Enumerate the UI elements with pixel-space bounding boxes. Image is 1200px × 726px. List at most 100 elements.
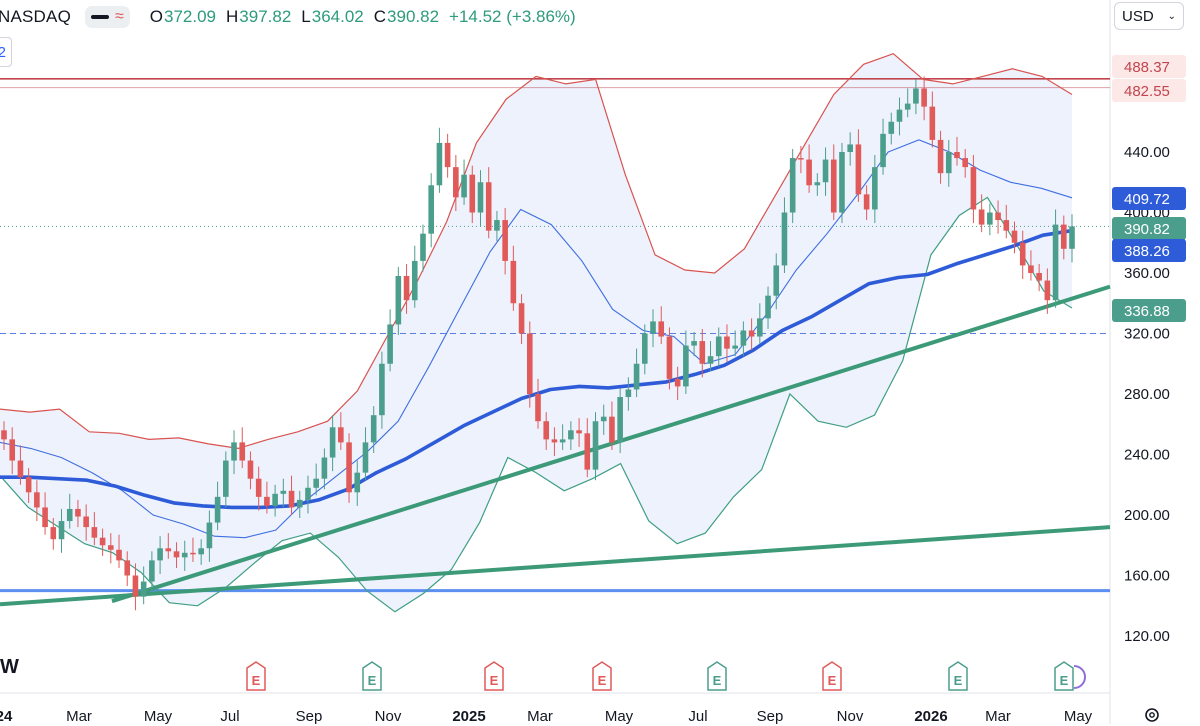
time-axis-tick: 24 [0, 708, 13, 724]
candle-body [921, 88, 927, 107]
price-label-text: 390.82 [1124, 221, 1170, 238]
candle [806, 144, 812, 193]
candle [1, 421, 7, 450]
candle-body [91, 527, 98, 538]
price-axis-tick: 200.00 [1124, 507, 1170, 524]
candle-body [1019, 242, 1026, 266]
candle-body [132, 575, 139, 597]
earnings-marker-label: E [1060, 673, 1069, 688]
candle [863, 185, 870, 221]
candle-body [313, 478, 319, 488]
candle-body [403, 276, 410, 301]
candle [658, 306, 665, 345]
symbol-label[interactable]: NASDAQ [0, 7, 71, 26]
candle [140, 566, 147, 605]
candle [428, 173, 434, 248]
candle-body [855, 144, 862, 195]
candle [91, 511, 98, 546]
candle-body [904, 103, 911, 110]
candle [165, 533, 172, 559]
candle [814, 173, 821, 196]
gear-icon[interactable] [1141, 704, 1163, 726]
chart-style-toggle[interactable]: ≈ [85, 6, 130, 28]
candle-body [165, 548, 172, 552]
candle [510, 245, 517, 311]
candle [568, 421, 574, 450]
earnings-marker: E [362, 661, 382, 691]
price-label-badge: 390.82 [1112, 217, 1186, 240]
candle [724, 324, 730, 363]
candle [444, 133, 451, 178]
candle [1011, 221, 1018, 254]
candle-body [346, 442, 352, 493]
candle [272, 484, 278, 517]
candle [313, 463, 319, 496]
candle-body [781, 212, 788, 266]
candle [625, 377, 632, 411]
candle [642, 324, 648, 375]
candle-body [149, 560, 155, 582]
candle [855, 129, 862, 202]
candle [362, 427, 369, 481]
candle-body [255, 478, 262, 497]
candle [748, 318, 755, 351]
candle [830, 144, 837, 221]
candle [116, 534, 122, 568]
candle-body [765, 295, 771, 319]
price-label-text: 388.26 [1124, 243, 1170, 260]
candle-body [929, 106, 936, 140]
candle-body [896, 109, 903, 122]
candle [403, 263, 410, 314]
candle-body [25, 477, 32, 493]
candle-body [995, 212, 1001, 221]
candle-body [379, 363, 385, 416]
change-value: +14.52 (+3.86%) [449, 7, 576, 26]
earnings-marker-shape [484, 661, 504, 691]
candle [683, 330, 689, 394]
upcoming-earnings-arc [1073, 665, 1086, 689]
candle-body [173, 551, 180, 558]
earnings-marker-label: E [954, 673, 963, 688]
candle-body [75, 508, 81, 517]
candle [576, 418, 582, 447]
earnings-marker: E [484, 661, 504, 691]
candle [880, 118, 886, 175]
candle [157, 536, 163, 574]
candle [954, 136, 960, 166]
candle [50, 518, 57, 550]
time-axis-tick: Nov [837, 708, 864, 724]
candle-body [494, 220, 500, 231]
candle-body [411, 260, 418, 301]
candle [329, 415, 336, 472]
currency-selector[interactable]: USD ⌄ [1114, 2, 1184, 30]
candle-body [354, 472, 361, 493]
earnings-marker-label: E [490, 673, 499, 688]
candle-body [198, 548, 204, 555]
candle-body [724, 336, 730, 349]
candle-body [453, 167, 459, 198]
candle-body [1, 430, 7, 440]
candle [987, 203, 993, 236]
indicator-tab[interactable]: 2 [0, 37, 12, 67]
candle [239, 427, 246, 469]
indicator-tab-label: 2 [0, 43, 6, 61]
earnings-marker-label: E [368, 673, 377, 688]
candle-body [773, 265, 780, 296]
price-axis-tick: 360.00 [1124, 265, 1170, 282]
candle-body [954, 152, 960, 159]
candle-body [814, 182, 821, 186]
price-label-badge: 488.37 [1112, 55, 1186, 78]
candle [461, 159, 467, 205]
candle [453, 155, 459, 211]
earnings-marker: E [1054, 661, 1074, 691]
earnings-marker: E [822, 661, 842, 691]
candle [740, 321, 747, 357]
candle [765, 286, 771, 329]
candle-body [17, 460, 24, 478]
candle [904, 88, 911, 118]
high-label: H [226, 7, 239, 26]
bollinger-band-fill [0, 53, 1072, 612]
candle [17, 445, 24, 485]
time-axis-tick: Sep [296, 708, 323, 724]
